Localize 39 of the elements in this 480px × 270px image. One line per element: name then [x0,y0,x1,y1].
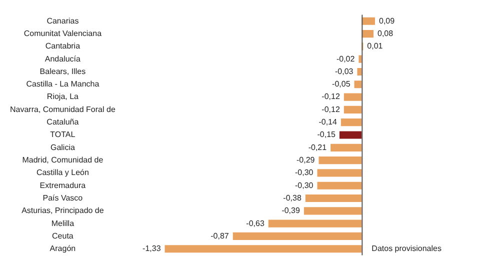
data-label: -0,14 [318,118,338,127]
y-tick-label: Comunitat Valenciana [24,28,102,38]
y-tick-label: Aragón [50,244,76,254]
y-tick-label: Galicia [50,142,76,152]
data-label: -0,39 [282,206,300,216]
y-tick-label: Ceuta [52,231,74,240]
data-label: -0,02 [336,54,356,64]
data-label: -1,33 [142,244,162,254]
y-tick-label: Balears, Illes [40,66,86,76]
data-label: -0,15 [317,130,336,140]
annotation: Datos provisionales [372,244,442,254]
y-tick-label: Cantabria [45,42,81,51]
data-label: -0,03 [334,66,354,76]
data-label: -0,12 [322,92,340,102]
y-tick-label: Asturias, Principado de [22,206,104,216]
data-label: -0,12 [322,104,340,114]
data-label: -0,38 [283,193,302,202]
data-label: -0,21 [308,142,328,152]
data-label: -0,63 [246,218,265,228]
y-tick-label: Canarias [46,16,79,26]
data-label: 0,09 [378,16,396,26]
y-tick-label: Navarra, Comunidad Foral de [10,104,116,114]
data-label: -0,87 [210,231,230,240]
data-label: 0,01 [367,42,384,51]
y-tick-label: Melilla [51,218,75,228]
y-tick-label: País Vasco [42,193,84,202]
data-label: -0,30 [295,180,314,190]
y-tick-label: Madrid, Comunidad de [22,156,104,165]
y-tick-label: Rioja, La [46,92,80,102]
data-label: -0,30 [295,168,314,178]
y-tick-label: Castilla - La Mancha [26,80,100,89]
y-tick-label: Cataluña [46,118,80,127]
y-tick-label: Castilla y León [36,168,89,178]
y-tick-label: TOTAL [50,130,76,140]
y-tick-label: Extremadura [40,180,86,190]
data-label: -0,29 [296,156,316,165]
y-tick-label: Andalucía [44,54,82,64]
data-label: 0,08 [378,28,394,38]
data-label: -0,05 [332,80,351,89]
